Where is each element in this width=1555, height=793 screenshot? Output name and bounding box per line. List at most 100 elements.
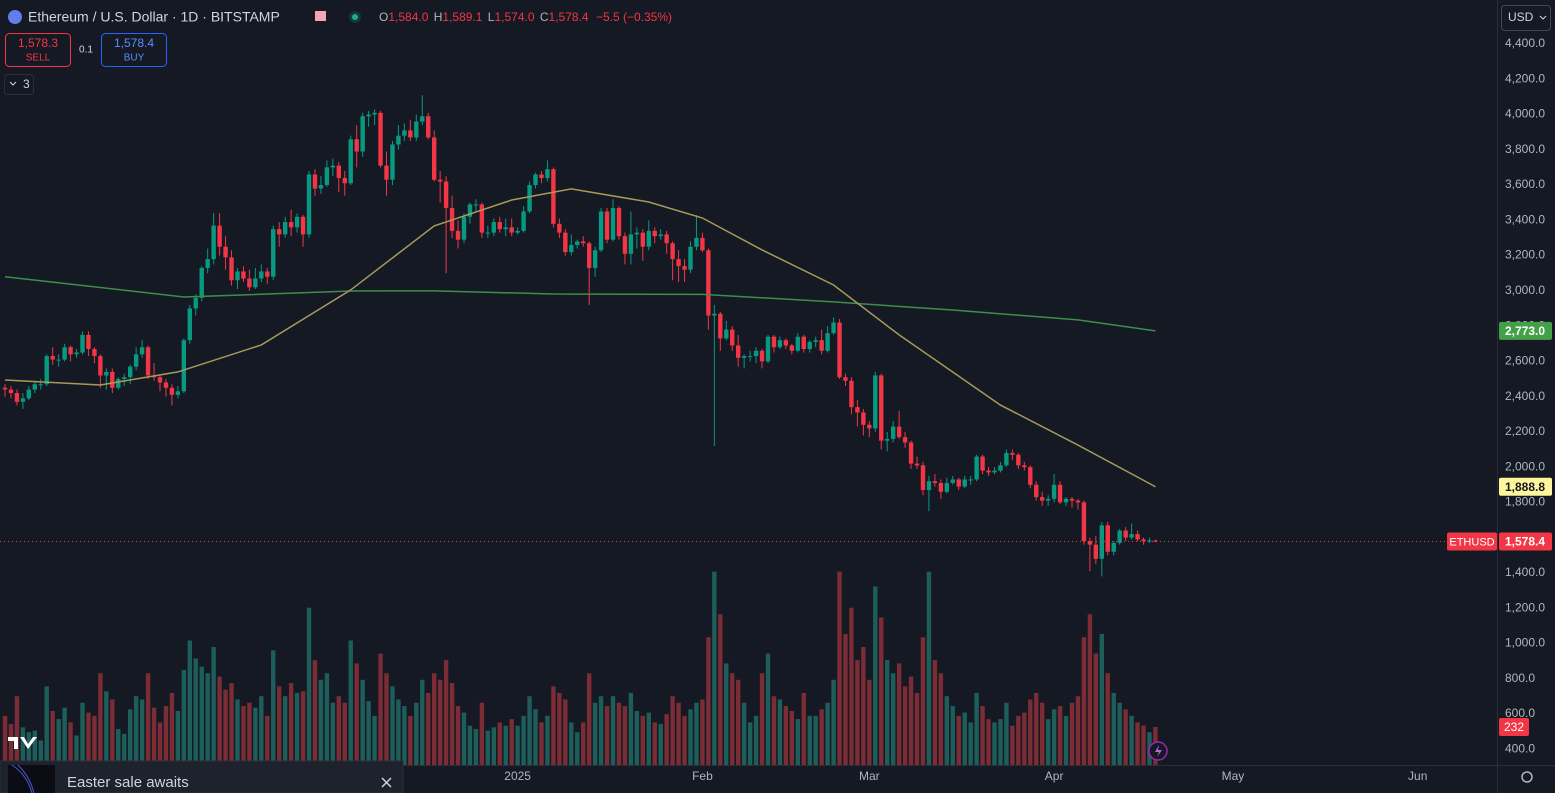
- candle-body: [670, 243, 675, 260]
- volume-bar: [133, 696, 139, 765]
- volume-bar: [467, 725, 473, 765]
- candle-body: [1129, 534, 1134, 538]
- volume-bar: [1045, 719, 1051, 765]
- volume-bar: [759, 673, 765, 765]
- candle-body: [628, 234, 634, 254]
- volume-bar: [902, 686, 908, 765]
- volume-bar: [491, 727, 496, 765]
- ohlc-value: 1,589.1: [442, 10, 482, 24]
- candle-body: [843, 377, 848, 381]
- plot-area: 400.0600.0800.01,000.01,200.01,400.01,60…: [2, 36, 1545, 783]
- symbol-title[interactable]: Ethereum / U.S. Dollar · 1D · BITSTAMP: [28, 9, 280, 25]
- moving-average: [4, 275, 1156, 332]
- candle-body: [199, 267, 204, 298]
- volume-bar: [879, 617, 884, 765]
- candle-body: [598, 211, 604, 251]
- candle-body: [694, 237, 699, 247]
- close-button[interactable]: [381, 777, 392, 788]
- volume-bar: [1028, 699, 1033, 765]
- candle-body: [1063, 498, 1069, 503]
- indicators-toggle[interactable]: [4, 74, 34, 95]
- volume-bar: [533, 709, 538, 765]
- candle-body: [1028, 467, 1033, 485]
- candle-body: [777, 340, 783, 348]
- volume-bar: [890, 673, 896, 765]
- flag-icon[interactable]: [315, 11, 326, 21]
- buy-button[interactable]: [101, 33, 167, 67]
- candle-body: [974, 456, 979, 480]
- candle-body: [1123, 530, 1128, 538]
- volume-bar: [932, 660, 938, 765]
- volume-bar: [908, 676, 914, 765]
- candle-body: [1069, 498, 1075, 501]
- candle-body: [402, 130, 407, 136]
- sell-button[interactable]: [5, 33, 71, 67]
- volume-bar: [1075, 696, 1081, 765]
- volume-bar: [1087, 614, 1093, 765]
- volume-bar: [735, 679, 741, 765]
- volume-bar: [980, 706, 985, 765]
- volume-bar: [676, 702, 681, 765]
- volume-bar: [44, 686, 49, 765]
- currency: USD: [1508, 10, 1534, 24]
- volume-bar: [431, 673, 437, 765]
- volume-bar: [277, 686, 282, 765]
- volume-bar: [664, 714, 669, 765]
- volume-bar: [56, 719, 61, 765]
- candle-body: [431, 137, 437, 180]
- candle-body: [32, 384, 38, 390]
- y-tick-label: 3,600.0: [1505, 177, 1545, 191]
- candle-body: [169, 387, 175, 395]
- ohlc-key: O: [379, 10, 388, 24]
- volume-bar: [104, 691, 109, 765]
- volume-bar: [944, 696, 950, 765]
- candle-body: [38, 384, 43, 386]
- candle-body: [300, 216, 306, 235]
- volume-bar: [849, 607, 854, 765]
- candle-body: [408, 130, 413, 138]
- ohlc-value: 1,578.4: [549, 10, 589, 24]
- volume-bar: [181, 669, 187, 765]
- settings-icon[interactable]: [1521, 771, 1533, 783]
- candle-body: [855, 407, 860, 413]
- volume-bar: [646, 712, 651, 765]
- candle-body: [920, 465, 926, 491]
- volume-bar: [265, 715, 270, 765]
- y-tick-label: 3,400.0: [1505, 212, 1545, 226]
- volume-bar: [294, 692, 300, 765]
- volume-bar: [366, 701, 371, 765]
- candle-body: [26, 389, 32, 399]
- currency-select[interactable]: [1501, 5, 1551, 31]
- candle-body: [56, 359, 61, 361]
- volume-bar: [521, 715, 526, 765]
- candle-body: [1135, 534, 1140, 540]
- x-tick-label: Apr: [1045, 769, 1064, 783]
- volume-bar: [712, 571, 717, 765]
- candle-body: [467, 204, 473, 217]
- y-tick-label: 2,000.0: [1505, 459, 1545, 473]
- volume-bar: [271, 650, 276, 765]
- candle-body: [741, 356, 747, 358]
- volume-bar: [652, 722, 657, 765]
- candle-body: [1010, 453, 1015, 455]
- volume-bar: [998, 719, 1003, 765]
- candle-body: [515, 230, 520, 233]
- volume-bar: [455, 706, 461, 765]
- candle-body: [354, 139, 359, 152]
- candle-body: [640, 232, 646, 247]
- candle-body: [163, 382, 169, 388]
- y-tick-label: 800.0: [1505, 671, 1535, 685]
- candle-body: [133, 354, 139, 367]
- candle-body: [217, 225, 222, 247]
- tv-logo[interactable]: [8, 737, 37, 749]
- candle-body: [789, 345, 795, 351]
- ohlc-key: C: [540, 10, 549, 24]
- candle-body: [1087, 541, 1093, 545]
- volume-bar: [223, 689, 228, 765]
- volume-bar: [390, 686, 395, 765]
- promo-popup[interactable]: [0, 760, 404, 793]
- candle-body: [348, 139, 353, 184]
- volume-bar: [581, 722, 586, 765]
- candle-body: [581, 241, 586, 244]
- candle-body: [771, 336, 777, 348]
